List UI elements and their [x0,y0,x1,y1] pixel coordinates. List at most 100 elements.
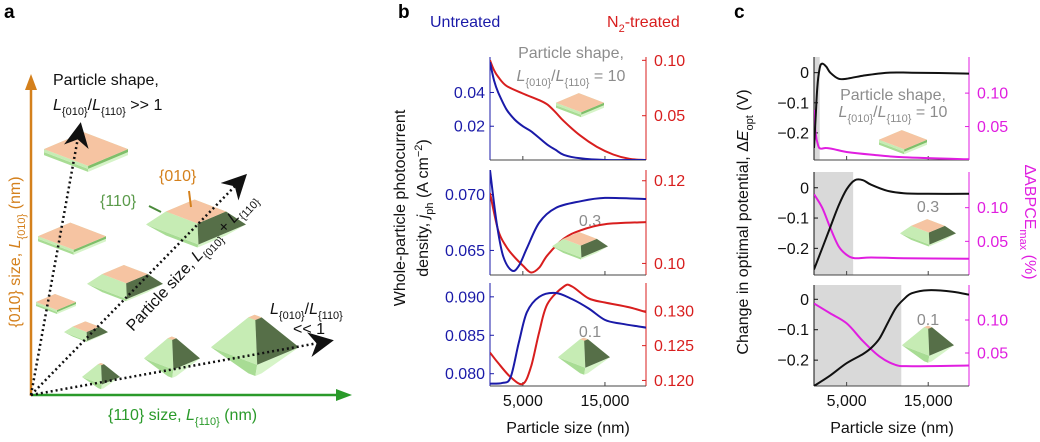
left-tick-label: 0.02 [454,119,485,136]
b-ylabel-line1: Whole-particle photocurrent [392,109,409,306]
x-tick-label: 15,000 [580,393,629,410]
crystal-face [197,211,246,245]
crystal-face [584,357,610,375]
text-segment: (V) [735,89,752,115]
text-segment: {110} [237,196,263,223]
panel-label-c: c [734,2,745,23]
text-segment: {110} [101,106,126,118]
right-tick-label: 0.05 [977,234,1008,251]
crystal-face [928,345,954,363]
right-tick-label: 0.05 [977,345,1008,362]
left-tick-label: −0.2 [777,125,809,142]
b-subplot-3: 5,000 15,000 0.080 0.085 0.090 0.120 0.125 0.13… [445,283,694,410]
c-ratio-0.3: 0.3 [917,199,939,216]
crystal-face [72,321,100,332]
plate-small-icon [36,294,76,314]
text-segment: {110} [318,310,343,322]
crystal-face [172,338,200,370]
crystal-face [556,102,582,115]
b-left-series-line [490,291,646,385]
crystal-face [86,332,108,342]
c-xlabel: Particle size (nm) [830,420,954,437]
crystal-face [144,358,174,378]
c-shape-title: Particle shape, [840,87,946,104]
x-tick-label: 5,000 [827,393,867,410]
crystal-face [86,326,108,341]
crystal-face [255,317,299,365]
text-segment: ph [424,203,436,215]
bipyramid-medium-icon [144,336,200,378]
crystal-face [563,232,597,246]
text-segment: Untreated [430,14,500,31]
crystal-face [126,274,163,300]
text-segment: L [270,301,279,318]
right-tick-label: 0.10 [654,256,685,273]
crystal-face [879,139,905,152]
text-segment: (nm) [220,407,257,424]
crystal-face [36,294,76,310]
c-ratio-0.1: 0.1 [917,312,939,329]
crystal-face [57,302,76,312]
left-tick-label: −0.1 [777,322,809,339]
panel-label-a: a [4,2,15,23]
crystal-face [36,302,57,312]
left-tick-label: −0.1 [777,211,809,228]
c-right-series-line [814,193,969,260]
crystal-face [166,199,226,224]
text-segment: L [92,97,101,114]
crystal-face [902,327,930,356]
left-tick-label: 0.070 [445,187,485,204]
text-segment: L [556,68,565,85]
facet-110-pointer [148,205,162,213]
crystal-face [904,139,927,152]
crystal-face [88,152,128,172]
c-inset-truncated-icon [900,219,956,247]
text-segment: / [873,104,878,121]
left-tick-label: −0.2 [777,353,809,370]
b-right-series-line [490,192,646,274]
text-segment: j [415,214,432,220]
left-tick-label: 0 [800,292,809,309]
text-segment: E [735,130,752,141]
crystal-face [584,339,610,368]
right-tick-label: 0.10 [654,53,685,70]
crystal-face [82,364,102,385]
text-segment: L [309,301,318,318]
text-segment: {010} size, [7,248,24,327]
text-segment: L [878,104,887,121]
crystal-face [87,274,127,300]
inset-crystals [552,93,956,375]
left-tick-label: 0.080 [445,366,485,383]
c-subplot-2: −0.2 −0.1 0 0.05 0.10 [777,172,1008,276]
text-segment: {110} [565,77,590,89]
b-shape-title: Particle shape, [518,45,624,62]
c-left-series-line [814,178,969,270]
text-segment: L [839,104,848,121]
c-inset-bipyramid-icon [902,325,954,363]
crystal-face [580,238,608,258]
truncated-medium-icon [87,265,163,302]
text-segment: {010} [279,310,305,322]
x-axis-label-a: {110} size, L{110} (nm) [108,407,257,428]
b-subplot-1: 0.02 0.04 0.05 0.10 [454,53,685,161]
right-tick-label: 0.12 [654,173,685,190]
crystal-face [44,149,89,169]
crystal-face [197,224,246,248]
crystal-face [211,317,258,365]
text-segment: max [1017,229,1029,250]
b-xlabel: Particle size (nm) [506,420,630,437]
truncated-large-icon [146,199,246,248]
text-segment: / [88,97,93,114]
right-tick-label: 0.10 [977,312,1008,329]
c-right-series-line [814,109,969,160]
crystal-face [558,339,586,368]
crystal-face [146,224,199,248]
b-inset-bipyramid-icon [558,337,610,375]
crystal-face [38,222,106,250]
crystal-face [38,236,74,253]
facet-110-label: {110} [100,193,137,210]
right-tick-label: 0.125 [654,338,694,355]
y-axis-arrow-icon [25,74,37,90]
crystal-face [44,152,89,172]
